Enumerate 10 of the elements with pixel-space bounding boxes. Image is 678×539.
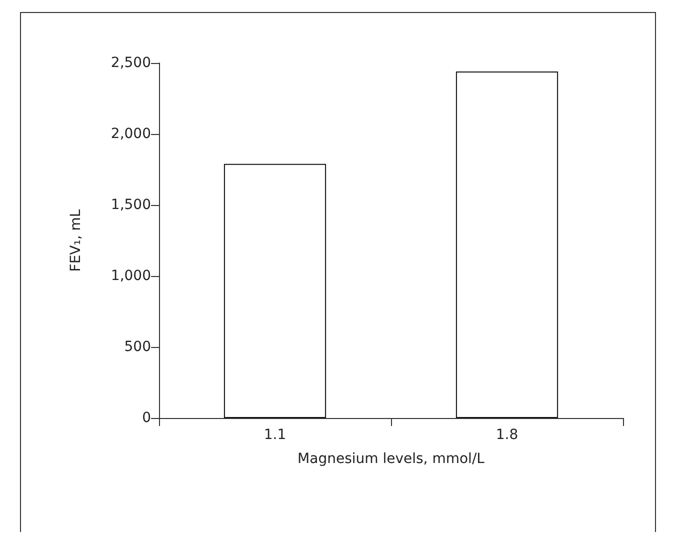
y-tick-label: 500: [124, 339, 151, 355]
y-tick-label: 2,000: [110, 126, 151, 142]
x-tick-label: 1.8: [496, 427, 518, 443]
y-tick-label: 1,500: [110, 197, 151, 213]
x-axis-title: Magnesium levels, mmol/L: [298, 451, 485, 467]
x-tick-label: 1.1: [264, 427, 286, 443]
y-tick-label: 1,000: [110, 268, 151, 284]
y-axis-title: FEV₁, mL: [68, 209, 84, 272]
y-tick-label: 2,500: [110, 55, 151, 71]
y-tick-label: 0: [142, 410, 151, 426]
